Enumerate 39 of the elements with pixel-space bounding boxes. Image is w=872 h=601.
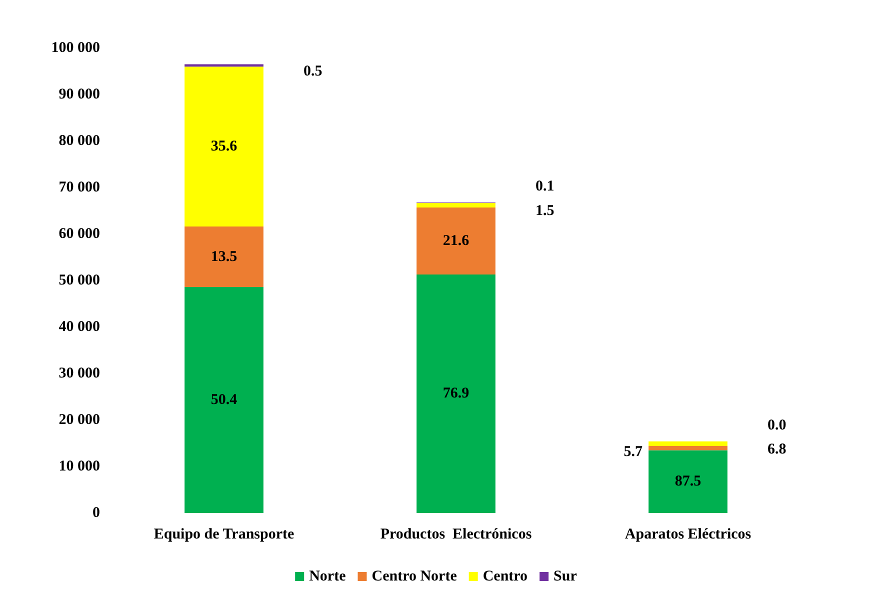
annotation: 6.8: [767, 442, 786, 458]
annotation: 0.5: [303, 63, 322, 80]
y-tick-label: 50 000: [58, 272, 100, 288]
legend-label: Centro: [482, 568, 528, 584]
annotation: 87.5: [674, 474, 702, 490]
y-tick-label: 0: [92, 505, 100, 521]
y-tick-label: 70 000: [58, 180, 100, 196]
x-tick-label: Equipo de Transporte: [154, 526, 294, 542]
y-tick-label: 10 000: [58, 458, 100, 474]
bar: [184, 66, 264, 227]
annotation: 1.5: [535, 203, 554, 220]
annotation: 21.6: [442, 232, 470, 249]
bar: [184, 287, 264, 513]
bar: [648, 446, 728, 450]
legend-label: Norte: [309, 568, 346, 584]
y-tick-label: 80 000: [58, 133, 100, 149]
annotation: 5.7: [624, 444, 644, 460]
bar: [648, 450, 728, 513]
y-tick-label: 40 000: [58, 319, 100, 335]
annotation: 50.4: [210, 392, 238, 408]
y-tick-label: 100 000: [51, 40, 100, 56]
bar: [648, 441, 728, 446]
y-tick-label: 30 000: [58, 366, 100, 382]
bar: [416, 202, 496, 208]
bar: [416, 274, 496, 513]
annotation: 35.6: [210, 138, 238, 155]
x-tick-label: Productos Electrónicos: [380, 526, 532, 542]
y-tick-label: 90 000: [58, 86, 100, 102]
annotation: 0.1: [535, 178, 554, 195]
legend-label: Sur: [554, 568, 578, 584]
y-tick-label: 20 000: [58, 412, 100, 428]
annotation: 0.0: [767, 417, 786, 434]
annotation: 13.5: [210, 248, 238, 265]
x-tick-label: Aparatos Eléctricos: [624, 526, 752, 542]
y-tick-label: 60 000: [58, 226, 100, 242]
bar: [416, 207, 496, 274]
annotation: 76.9: [442, 386, 470, 402]
bar: [184, 226, 264, 288]
legend-label: Centro Norte: [372, 568, 458, 584]
